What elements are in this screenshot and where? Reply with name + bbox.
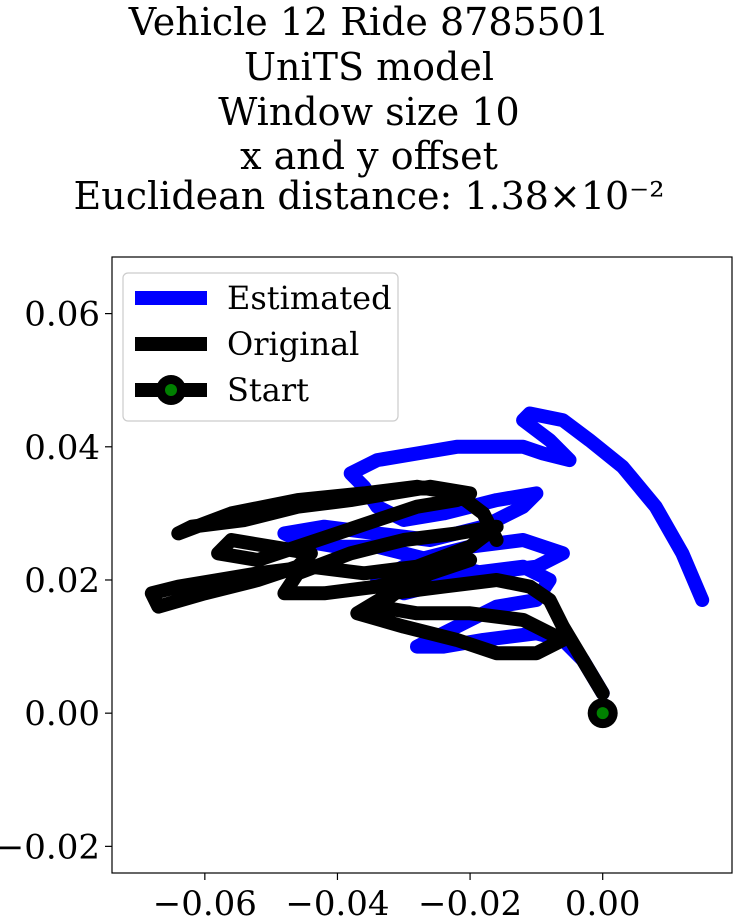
legend-start-marker-inner: [165, 384, 177, 396]
y-tick-label: 0.02: [24, 561, 100, 601]
legend: Estimated Original Start: [122, 272, 399, 422]
legend-label-start: Start: [227, 371, 309, 409]
legend-label-estimated: Estimated: [227, 279, 392, 317]
plot-frame: [111, 256, 733, 874]
title-line-3: Window size 10: [218, 90, 520, 134]
title-line-2: UniTS model: [244, 45, 494, 89]
series-layer: [144, 406, 710, 729]
x-tick-label: 0.00: [565, 884, 641, 920]
x-tick-label: −0.04: [285, 884, 389, 920]
title-line-4: x and y offset: [240, 134, 498, 178]
series-line-original: [144, 479, 610, 701]
title-line-1: Vehicle 12 Ride 8785501: [128, 0, 610, 44]
start-marker-inner: [596, 707, 609, 720]
x-tick-label: −0.02: [418, 884, 522, 920]
y-tick-label: 0.04: [24, 428, 100, 468]
y-tick-label: 0.06: [24, 295, 100, 335]
title-line-5: Euclidean distance: 1.38×10⁻²: [73, 174, 665, 218]
x-tick-label: −0.06: [153, 884, 257, 920]
y-tick-label: 0.00: [24, 694, 100, 734]
axis-layer: −0.06 −0.04 −0.02 0.00 −0.02 0.00 0.02 0.04 0.06: [0, 295, 641, 920]
y-tick-label: −0.02: [0, 827, 100, 867]
series-line-estimated: [277, 406, 710, 701]
legend-label-original: Original: [227, 325, 359, 363]
